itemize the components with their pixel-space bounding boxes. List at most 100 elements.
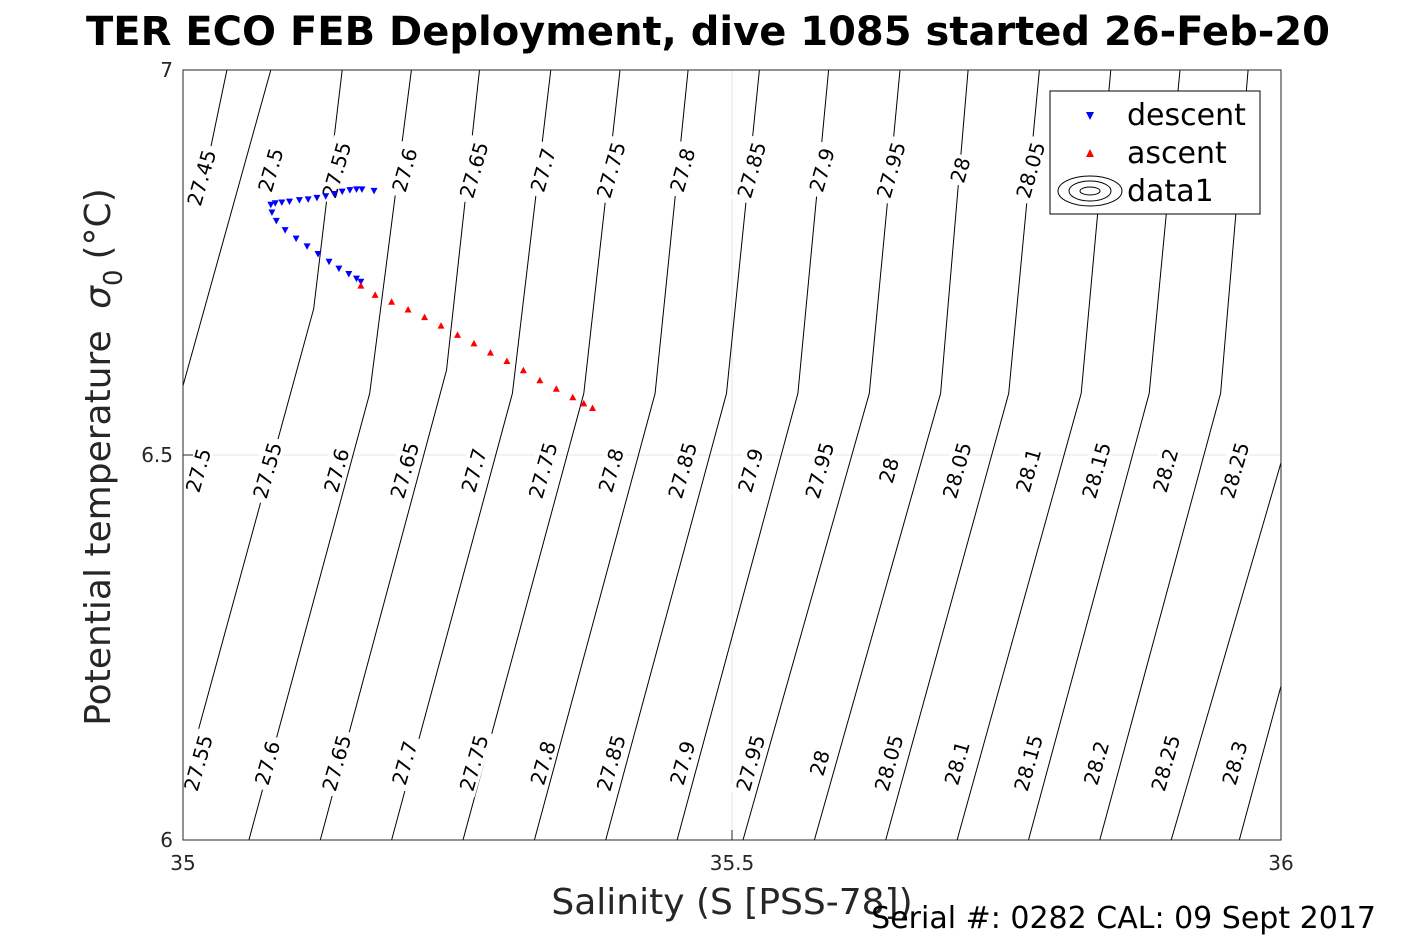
- descent-point: [303, 243, 311, 250]
- legend-ascent-label: ascent: [1127, 136, 1227, 171]
- descent-point: [278, 199, 286, 206]
- ascent-point: [357, 282, 365, 289]
- contour-label-bg: [385, 733, 422, 792]
- descent-point: [272, 217, 280, 225]
- contour-label-bg: [524, 733, 561, 792]
- descent-point: [335, 265, 343, 273]
- axis-ticks: 35 35.5 36 6 6.5 7: [141, 58, 1294, 875]
- y-axis-label-unit: (°C): [78, 188, 119, 259]
- legend-contour-icon: [1057, 175, 1123, 207]
- contour-label-bg: [522, 435, 562, 505]
- contour-label-bg: [384, 435, 424, 505]
- contour-label-bg: [453, 727, 493, 798]
- y-tick-label: 6: [160, 828, 173, 852]
- legend-descent-label: descent: [1127, 98, 1246, 133]
- contour-label-bg: [317, 441, 354, 500]
- contour-label-bg: [936, 435, 976, 505]
- isopycnal-28.25: [1170, 462, 1281, 840]
- ascent-point: [437, 322, 445, 329]
- y-axis-label-subscript: 0: [99, 269, 129, 286]
- contour-label-bg: [590, 135, 630, 205]
- descent-point: [338, 188, 346, 196]
- legend-data1-label: data1: [1127, 174, 1214, 209]
- contour-label-bg: [248, 733, 285, 792]
- ascent-point: [519, 366, 527, 374]
- ascent-point: [388, 298, 396, 305]
- contour-label-bg: [799, 435, 839, 505]
- descent-point: [268, 209, 276, 216]
- contour-label-bg: [1007, 727, 1048, 798]
- x-tick-label: 36: [1268, 851, 1293, 875]
- y-axis-label: Potential temperature σ0 (°C): [78, 188, 129, 726]
- descent-point: [345, 271, 353, 278]
- ascent-point: [503, 357, 511, 365]
- ascent-point: [569, 393, 577, 401]
- serial-cal-footer: Serial #: 0282 CAL: 09 Sept 2017: [871, 901, 1376, 936]
- contour-label-bg: [1146, 441, 1183, 500]
- x-axis-label: Salinity (S [PSS-78]): [551, 882, 912, 923]
- ascent-point: [486, 349, 494, 356]
- descent-point: [352, 186, 360, 193]
- contour-label-bg: [455, 441, 492, 500]
- contour-label-bg: [663, 140, 700, 199]
- contour-label-bg: [1145, 727, 1185, 798]
- contour-label-bg: [944, 152, 975, 188]
- x-tick-label: 35.5: [710, 851, 755, 875]
- descent-point: [313, 194, 321, 202]
- descent-point: [314, 251, 322, 258]
- isopycnal-28.3: [1238, 685, 1281, 840]
- contour-label-bg: [177, 727, 218, 798]
- descent-point: [352, 275, 360, 283]
- svg-text:Potential temperature σ0: Potential temperature σ0 (°C): [78, 188, 129, 726]
- contour-label-bg: [251, 140, 288, 199]
- contour-label-bg: [731, 441, 768, 500]
- contour-label-bg: [804, 745, 834, 781]
- contour-label-bg: [1214, 435, 1254, 505]
- contour-label-bg: [873, 452, 903, 488]
- contour-label-bg: [730, 727, 770, 798]
- contour-label: 28: [873, 452, 904, 488]
- descent-point: [267, 201, 275, 209]
- legend-descent-marker: [1086, 112, 1094, 120]
- ascent-point: [589, 404, 597, 412]
- ascent-point: [371, 291, 379, 298]
- contour-label-bg: [1075, 435, 1116, 505]
- contour-label-bg: [1077, 733, 1114, 792]
- descent-point: [292, 235, 300, 243]
- descent-point: [322, 193, 330, 200]
- contour-label-bg: [246, 435, 287, 505]
- descent-point: [325, 258, 333, 266]
- descent-point: [331, 190, 339, 198]
- contour-label-bg: [1010, 135, 1050, 205]
- y-tick-label: 7: [160, 58, 173, 82]
- contour-label-bg: [181, 142, 221, 213]
- contour-label-bg: [385, 140, 422, 199]
- ascent-point: [470, 339, 478, 347]
- contour-label-bg: [592, 441, 629, 500]
- y-axis-label-text: Potential temperature: [78, 330, 119, 725]
- contour-label-bg: [870, 135, 910, 205]
- contour-label: 28: [804, 745, 835, 781]
- legend: descent ascent data1: [1049, 90, 1261, 215]
- contour-label-bg: [590, 727, 630, 798]
- descent-point: [370, 187, 378, 195]
- y-axis-label-symbol: σ: [78, 285, 119, 309]
- contour-label-bg: [661, 435, 702, 505]
- data-series: [267, 186, 597, 412]
- legend-ascent-marker: [1086, 149, 1094, 157]
- contour-label-bg: [663, 733, 700, 792]
- contour-label-bg: [1215, 733, 1252, 792]
- contour-label-bg: [731, 135, 771, 205]
- contour-label-bg: [179, 441, 216, 500]
- ascent-point: [454, 331, 461, 338]
- contour-label-bg: [316, 727, 356, 798]
- descent-point: [295, 197, 303, 204]
- descent-point: [357, 278, 365, 286]
- ascent-point: [404, 305, 412, 313]
- chart-title: TER ECO FEB Deployment, dive 1085 starte…: [86, 9, 1330, 55]
- contour-label-bg: [453, 135, 493, 205]
- ascent-point: [536, 376, 544, 384]
- contour-label-bg: [868, 727, 908, 798]
